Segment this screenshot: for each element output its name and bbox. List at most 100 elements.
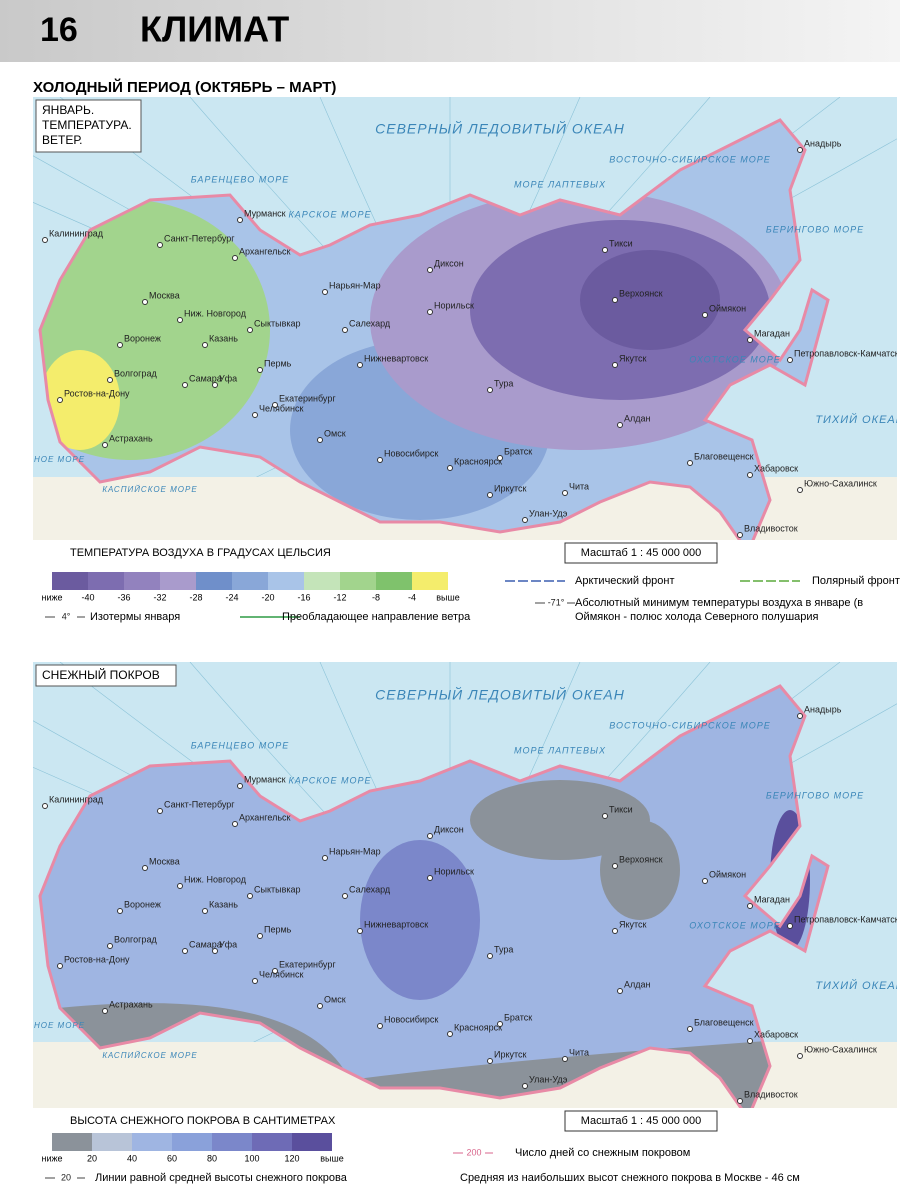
city-dot [157,808,163,814]
legend-scale-label: выше [436,592,459,602]
map-label-box [35,664,177,687]
legend-item: Полярный фронт [812,575,900,587]
legend-swatch [232,572,268,590]
legend-symbol: 4° [62,611,71,621]
zone [40,350,120,450]
sea-label: МОРЕ ЛАПТЕВЫХ [514,745,606,755]
city-label: Казань [209,333,238,343]
city-dot [117,908,123,914]
zone [360,840,480,1000]
section-title: ХОЛОДНЫЙ ПЕРИОД (ОКТЯБРЬ – МАРТ) [33,78,336,96]
city-dot [232,821,238,827]
legend-swatch [132,1133,172,1151]
city-label: Анадырь [804,704,842,714]
city-label: Астрахань [109,433,153,443]
city-dot [522,1083,528,1089]
city-label: Ниж. Новгород [184,308,247,318]
map-label-box [35,99,142,153]
city-dot [797,713,803,719]
city-dot [232,255,238,261]
legend-swatch [376,572,412,590]
sea-label: ЧЕРНОЕ МОРЕ [15,1021,85,1030]
city-dot [522,517,528,523]
city-dot [202,342,208,348]
city-label: Улан-Удэ [529,508,568,518]
page-title: КЛИМАТ [140,9,289,50]
city-label: Воронеж [124,899,161,909]
city-label: Красноярск [454,456,502,466]
city-dot [42,237,48,243]
legend-item: Оймякон - полюс холода Северного полушар… [575,611,819,623]
city-label: Братск [504,446,532,456]
legend-swatch [92,1133,132,1151]
legend-symbol: -71° [548,597,565,607]
city-label: Иркутск [494,483,527,493]
zone [600,820,680,920]
legend-swatch [340,572,376,590]
sea-label: БАРЕНЦЕВО МОРЕ [191,740,289,750]
city-dot [252,978,258,984]
border [38,684,830,1122]
legend-scale-label: ниже [41,1153,62,1163]
city-label: Норильск [434,300,474,310]
city-label: Нарьян-Мар [329,280,381,290]
city-label: Казань [209,899,238,909]
legend-swatch [196,572,232,590]
city-label: Магадан [754,894,790,904]
city-label: Красноярск [454,1022,502,1032]
sea-label: ЧЕРНОЕ МОРЕ [15,455,85,464]
legend-scale-label: -4 [408,592,416,602]
legend-symbol-bg [545,597,567,609]
city-dot [562,490,568,496]
city-label: Новосибирск [384,1014,438,1024]
scale-label: Масштаб 1 : 45 000 000 [581,547,701,559]
city-label: Калининград [49,228,104,238]
city-label: Оймякон [709,303,746,313]
city-label: Диксон [434,824,464,834]
city-dot [612,928,618,934]
legend-swatch [52,572,88,590]
city-dot [212,382,218,388]
city-dot [427,875,433,881]
sea-label: СЕВЕРНЫЙ ЛЕДОВИТЫЙ ОКЕАН [375,686,625,703]
city-dot [107,377,113,383]
city-dot [737,1098,743,1104]
city-dot [357,928,363,934]
city-dot [447,465,453,471]
legend-item: Арктический фронт [575,575,674,587]
city-label: Нижневартовск [364,353,428,363]
city-label: Пермь [264,358,292,368]
legend-symbol-bg [55,1172,77,1184]
city-label: Калининград [49,794,104,804]
city-dot [747,1038,753,1044]
city-label: Нижневартовск [364,919,428,929]
city-dot [322,289,328,295]
legend-symbol: 20 [61,1172,71,1182]
city-dot [787,923,793,929]
city-label: Иркутск [494,1049,527,1059]
city-dot [272,968,278,974]
legend-title: ТЕМПЕРАТУРА ВОЗДУХА В ГРАДУСАХ ЦЕЛЬСИЯ [70,547,331,559]
city-dot [237,217,243,223]
city-label: Ростов-на-Дону [64,954,130,964]
city-dot [177,317,183,323]
city-label: Санкт-Петербург [164,233,235,243]
city-label: Нарьян-Мар [329,846,381,856]
city-label: Архангельск [239,812,291,822]
page-number: 16 [40,11,78,49]
scale-label: Масштаб 1 : 45 000 000 [581,1115,701,1127]
city-label: Волгоград [114,934,157,944]
city-label: Южно-Сахалинск [804,1044,877,1054]
city-dot [102,1008,108,1014]
city-label: Оймякон [709,869,746,879]
city-dot [737,532,743,538]
city-label: Салехард [349,884,391,894]
city-label: Хабаровск [754,1029,798,1039]
city-label: Анадырь [804,138,842,148]
city-dot [342,327,348,333]
legend-scale-label: -8 [372,592,380,602]
sea-label: ТИХИЙ ОКЕАН [815,413,900,426]
sea-label: БЕРИНГОВО МОРЕ [766,224,864,234]
legend-scale-label: -32 [153,592,166,602]
